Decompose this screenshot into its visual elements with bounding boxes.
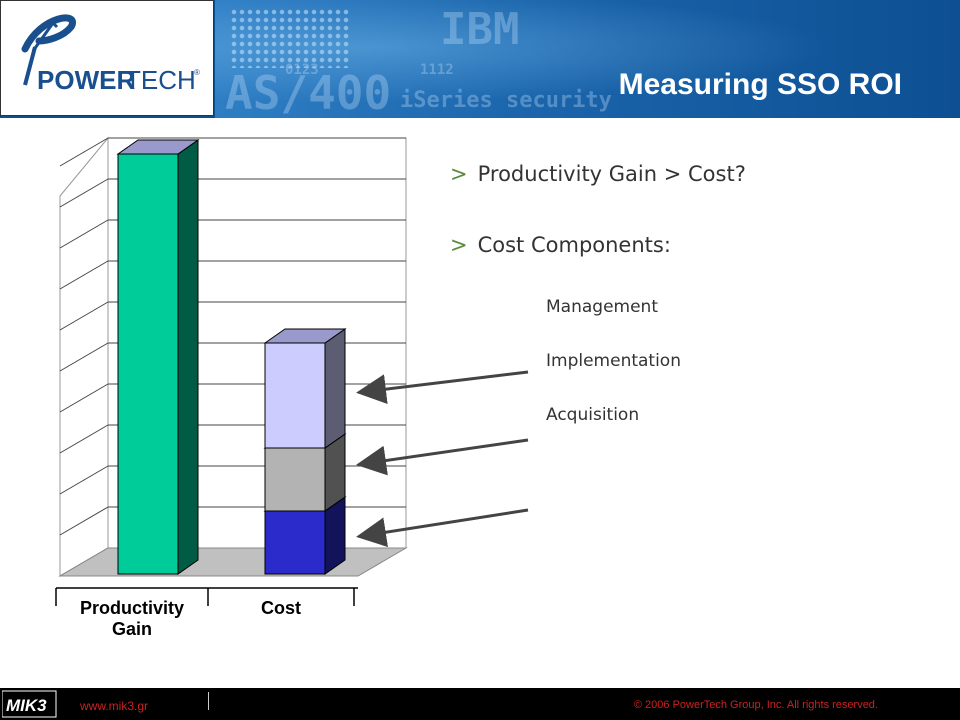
header-bg-text-iseries: iSeries security <box>400 88 612 113</box>
footer-url[interactable]: www.mik3.gr <box>80 699 149 713</box>
component-implementation: Implementation <box>546 351 681 371</box>
bar-segment-top <box>263 328 347 344</box>
mik3-logo-text: MIK3 <box>6 696 47 715</box>
logo-registered-mark: ® <box>194 68 200 77</box>
logo-text-power: POWER <box>37 65 135 95</box>
header-bg-text-digits: 0123 <box>285 62 319 78</box>
slide-header: IBM AS/400 iSeries security 0123 1112 PO… <box>0 0 960 118</box>
bar-segment-side <box>324 328 346 449</box>
chart-gridline-side <box>59 342 109 372</box>
chart-gridline-side <box>59 301 109 331</box>
header-bg-text-digits-2: 1112 <box>420 62 454 78</box>
chart-gridline-side <box>59 178 109 208</box>
slide-footer: MIK3 www.mik3.gr © 2006 PowerTech Group,… <box>0 688 960 720</box>
chart-gridline-side <box>59 424 109 454</box>
powertech-logo: POWER TECH ® <box>0 0 214 116</box>
bar-segment <box>117 153 179 575</box>
chart-gridline-side <box>59 137 109 167</box>
component-arrow <box>356 370 529 405</box>
chart-gridline-side <box>59 506 109 536</box>
category-label: Productivity <box>80 598 184 618</box>
chart-bars <box>116 139 347 575</box>
component-arrow <box>356 438 529 476</box>
bullet-marker: > <box>450 162 468 186</box>
bar-segment-side <box>177 139 199 575</box>
component-arrow <box>356 508 529 548</box>
header-bg-text-as400: AS/400 <box>225 66 392 118</box>
bar-segment <box>264 510 326 575</box>
header-dot-pattern <box>230 8 350 68</box>
chart-gridline-side <box>59 260 109 290</box>
bullet-marker: > <box>450 233 468 257</box>
category-label: Gain <box>112 619 152 639</box>
bar-segment <box>264 447 326 512</box>
chart-gridline-side <box>59 383 109 413</box>
component-arrows <box>356 370 529 548</box>
header-bg-text-ibm: IBM <box>440 4 520 55</box>
bullet-text: Cost Components: <box>477 233 671 257</box>
component-acquisition: Acquisition <box>546 405 640 425</box>
logo-text-tech: TECH <box>125 65 196 95</box>
chart-gridline-side <box>59 465 109 495</box>
component-management: Management <box>546 297 658 317</box>
footer-divider <box>208 692 209 710</box>
bullet-cost-components: > Cost Components: <box>450 233 671 257</box>
mik3-logo: MIK3 <box>2 690 57 718</box>
footer-copyright: © 2006 PowerTech Group, Inc. All rights … <box>633 699 878 711</box>
bar-segment-top <box>116 139 200 155</box>
bullet-productivity-vs-cost: > Productivity Gain > Cost? <box>450 162 746 186</box>
category-label: Cost <box>261 598 301 618</box>
chart-floor <box>58 547 408 577</box>
bar-segment <box>264 342 326 449</box>
bullet-text: Productivity Gain > Cost? <box>477 162 746 186</box>
powertech-logo-mark: POWER TECH ® <box>21 14 200 95</box>
slide-title: Measuring SSO ROI <box>618 68 902 101</box>
chart-gridline-side <box>59 219 109 249</box>
chart-grid <box>55 136 408 606</box>
